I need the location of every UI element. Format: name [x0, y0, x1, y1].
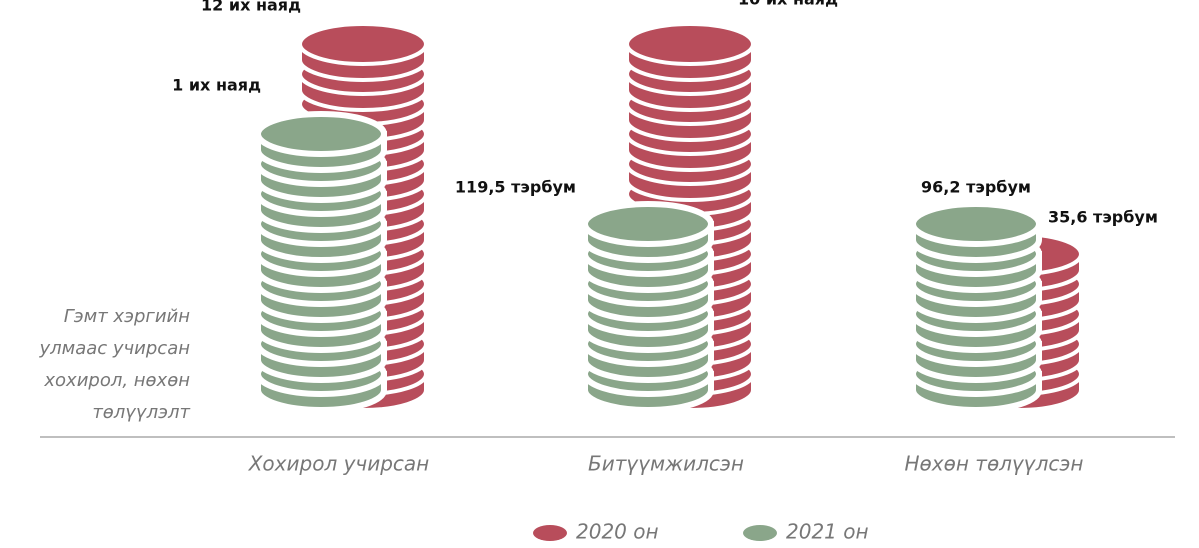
- value-label: 1 их наяд: [172, 76, 261, 95]
- coin-stack: [255, 111, 387, 413]
- coin-stack: [910, 201, 1042, 413]
- coin-top: [910, 201, 1042, 247]
- value-label: 96,2 тэрбум: [921, 178, 1031, 197]
- coin-top: [255, 111, 387, 157]
- annotation: Гэмт хэргийн: [64, 306, 191, 327]
- coin-top: [582, 201, 714, 247]
- legend-label: 2021 он: [786, 520, 869, 544]
- coin-stack: [582, 201, 714, 413]
- annotation: улмаас учирсан: [38, 338, 190, 359]
- annotation: хохирол, нөхөн: [43, 370, 190, 391]
- annotation: төлүүлэлт: [92, 402, 190, 423]
- category-label: Битүүмжилсэн: [588, 452, 744, 476]
- legend-label: 2020 он: [576, 520, 659, 544]
- coin-top: [298, 22, 428, 66]
- value-label: 10 их наяд: [738, 0, 838, 9]
- legend-swatch: [533, 525, 567, 541]
- value-label: 119,5 тэрбум: [455, 178, 576, 197]
- legend-swatch: [743, 525, 777, 541]
- category-label: Нөхөн төлүүлсэн: [905, 452, 1084, 476]
- coin-top: [625, 22, 755, 66]
- category-label: Хохирол учирсан: [248, 452, 430, 476]
- value-label: 12 их наяд: [201, 0, 301, 15]
- value-label: 35,6 тэрбум: [1048, 208, 1158, 227]
